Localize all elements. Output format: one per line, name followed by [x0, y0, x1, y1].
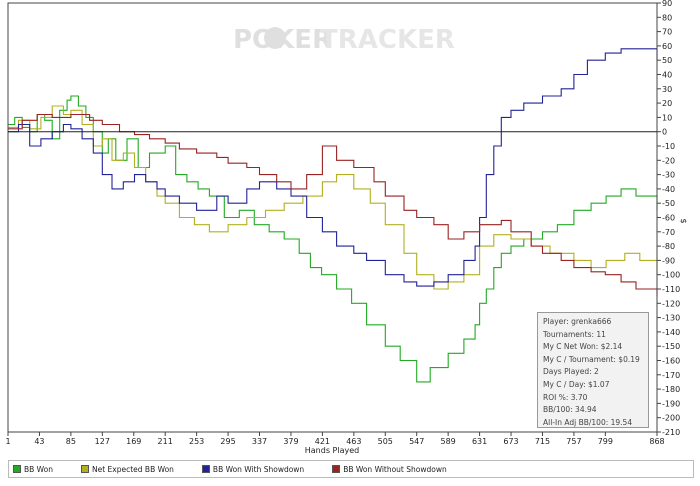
y-tick-label: -20 — [662, 156, 675, 165]
legend-item-bb-won[interactable]: BB Won — [13, 465, 53, 474]
legend-item-net-expected[interactable]: Net Expected BB Won — [81, 465, 174, 474]
x-tick-label: 631 — [472, 437, 487, 446]
series-line-bb-won — [8, 95, 658, 383]
stat-roi: ROI %: 3.70 — [543, 392, 588, 402]
y-axis-title: $ — [679, 218, 688, 223]
legend-swatch-net-expected — [81, 465, 89, 473]
watermark-chip-icon — [264, 27, 286, 49]
legend-item-without-showdown[interactable]: BB Won Without Showdown — [332, 465, 447, 474]
y-tick-label: -110 — [662, 285, 680, 294]
y-tick-label: 10 — [662, 113, 672, 122]
x-tick-label: 463 — [346, 437, 361, 446]
y-tick-label: 90 — [662, 0, 672, 8]
legend-swatch-with-showdown — [201, 465, 210, 473]
y-tick-label: -70 — [662, 228, 675, 237]
legend-swatch-bb-won — [13, 465, 21, 473]
y-tick-label: -190 — [662, 399, 680, 408]
x-tick-label: 337 — [252, 437, 267, 446]
y-tick-label: -90 — [662, 256, 675, 265]
y-tick-label: -100 — [662, 271, 680, 280]
watermark-tracker: TRACKER — [320, 25, 455, 55]
stat-per-day: My C / Day: $1.07 — [543, 379, 610, 389]
y-tick-label: -40 — [662, 185, 675, 194]
x-tick-label: 253 — [189, 437, 204, 446]
chart-legend: BB Won Net Expected BB Won BB Won With S… — [8, 460, 694, 478]
x-tick-label: 295 — [220, 437, 235, 446]
x-tick-label: 868 — [649, 437, 664, 446]
y-tick-label: -80 — [662, 242, 675, 251]
y-tick-label: -60 — [662, 214, 675, 223]
y-tick-label: -120 — [662, 299, 680, 308]
x-tick-label: 1 — [5, 437, 10, 446]
x-tick-label: 505 — [378, 437, 393, 446]
stat-per-tournament: My C / Tournament: $0.19 — [543, 354, 640, 364]
stat-tournaments: Tournaments: 11 — [543, 329, 606, 339]
y-tick-label: -170 — [662, 371, 680, 380]
stat-net-won: My C Net Won: $2.14 — [543, 342, 623, 352]
watermark-logo: POKER TRACKER — [233, 25, 455, 55]
y-tick-label: 50 — [662, 56, 672, 65]
watermark-poker: POKER — [233, 25, 332, 55]
stat-player: Player: grenka666 — [543, 317, 612, 326]
legend-label-without-showdown: BB Won Without Showdown — [343, 464, 447, 474]
x-tick-label: 673 — [503, 437, 518, 446]
y-tick-label: 0 — [662, 128, 667, 137]
x-tick-label: 547 — [409, 437, 424, 446]
y-tick-label: 20 — [662, 99, 672, 108]
legend-item-with-showdown[interactable]: BB Won With Showdown — [201, 464, 305, 474]
player-stats-box: Player: grenka666 Tournaments: 11 My C N… — [537, 312, 649, 428]
y-tick-label: -50 — [662, 199, 675, 208]
series-line-bb-won-without-showdown — [8, 113, 658, 297]
x-tick-label: 127 — [95, 437, 110, 446]
y-tick-label: -10 — [662, 142, 675, 151]
y-tick-label: -210 — [662, 428, 680, 437]
y-tick-label: -180 — [662, 385, 680, 394]
x-tick-label: 421 — [315, 437, 330, 446]
stat-days-played: Days Played: 2 — [543, 367, 599, 377]
y-tick-label: 40 — [662, 71, 672, 80]
x-tick-label: 43 — [34, 437, 44, 446]
series-line-bb-won-with-showdown — [8, 48, 658, 287]
x-tick-label: 589 — [441, 437, 456, 446]
x-tick-label: 799 — [598, 437, 613, 446]
legend-label-net-expected: Net Expected BB Won — [92, 464, 174, 474]
stat-bb100: BB/100: 34.94 — [543, 405, 597, 415]
x-tick-label: 85 — [66, 437, 76, 446]
legend-label-with-showdown: BB Won With Showdown — [212, 464, 305, 474]
y-tick-label: 60 — [662, 42, 672, 51]
y-tick-label: -160 — [662, 357, 680, 366]
stat-allin-bb100: All-In Adj BB/100: 19.54 — [543, 417, 633, 427]
y-tick-label: 30 — [662, 85, 672, 94]
x-tick-label: 715 — [535, 437, 550, 446]
x-tick-label: 211 — [158, 437, 173, 446]
y-tick-label: -140 — [662, 328, 680, 337]
x-tick-label: 379 — [283, 437, 298, 446]
y-tick-label: -130 — [662, 314, 680, 323]
y-tick-label: 80 — [662, 13, 672, 22]
y-tick-label: -30 — [662, 171, 675, 180]
legend-label-bb-won: BB Won — [24, 464, 53, 474]
y-tick-label: -200 — [662, 414, 680, 423]
series-line-net-expected-bb-won — [8, 105, 658, 290]
x-axis-title: Hands Played — [305, 446, 359, 455]
y-tick-label: -150 — [662, 342, 680, 351]
x-tick-label: 169 — [126, 437, 141, 446]
axes-group: 90 80 70 60 50 40 30 20 10 0 -10 -20 -30 -40 -50 -60 -70… — [5, 0, 680, 446]
legend-swatch-without-showdown — [332, 465, 341, 473]
series-group — [8, 48, 658, 383]
y-tick-label: 70 — [662, 28, 672, 37]
x-tick-label: 757 — [566, 437, 581, 446]
